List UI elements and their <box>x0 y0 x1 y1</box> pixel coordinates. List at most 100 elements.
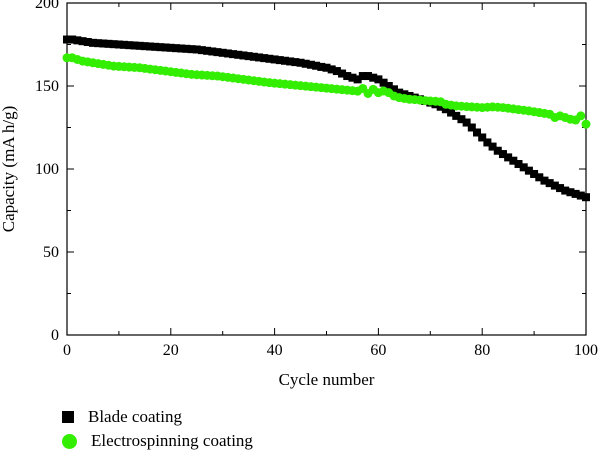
y-tick-label: 0 <box>51 327 59 344</box>
data-point-blade <box>187 45 196 54</box>
data-point-blade <box>540 176 549 185</box>
data-point-blade <box>530 169 539 178</box>
data-point-blade <box>234 50 243 59</box>
data-point-blade <box>473 128 482 137</box>
data-point-blade <box>244 52 253 61</box>
x-tick-label: 40 <box>267 342 283 359</box>
data-point-blade <box>317 62 326 71</box>
data-point-blade <box>94 39 103 48</box>
data-point-blade <box>478 133 487 142</box>
data-point-blade <box>566 188 575 197</box>
data-point-blade <box>488 142 497 151</box>
data-point-blade <box>379 78 388 87</box>
data-point-blade <box>286 57 295 66</box>
data-point-blade <box>83 38 92 47</box>
data-point-blade <box>353 75 362 84</box>
data-point-blade <box>509 156 518 165</box>
y-tick-label: 100 <box>35 161 59 178</box>
data-point-blade <box>332 67 341 76</box>
y-axis-title: Capacity (mA h/g) <box>0 106 18 233</box>
data-point-blade <box>338 69 347 78</box>
data-point-blade <box>561 186 570 195</box>
data-point-blade <box>171 44 180 53</box>
data-point-blade <box>504 153 513 162</box>
data-point-blade <box>130 41 139 50</box>
data-point-blade <box>140 42 149 51</box>
y-tick-label: 150 <box>35 78 59 95</box>
data-point-blade <box>306 60 315 69</box>
data-point-blade <box>104 39 113 48</box>
x-tick-label: 0 <box>63 342 71 359</box>
data-point-blade <box>576 191 585 200</box>
data-point-blade <box>358 72 367 81</box>
data-point-blade <box>441 105 450 114</box>
data-point-blade <box>291 58 300 67</box>
data-point-blade <box>364 72 373 81</box>
data-point-blade <box>498 150 507 159</box>
data-point-blade <box>213 48 222 57</box>
data-point-blade <box>265 54 274 63</box>
data-point-blade <box>68 35 77 44</box>
x-tick-label: 80 <box>474 342 490 359</box>
data-point-blade <box>556 184 565 193</box>
legend-swatch-blade <box>62 411 74 423</box>
data-point-blade <box>197 46 206 55</box>
data-point-blade <box>457 115 466 124</box>
data-point-blade <box>146 42 155 51</box>
x-axis-title: Cycle number <box>279 370 375 389</box>
data-point-blade <box>519 163 528 172</box>
data-point-electrospinning <box>576 111 586 121</box>
data-point-blade <box>514 160 523 169</box>
data-point-blade <box>348 73 357 82</box>
data-point-blade <box>203 46 212 55</box>
data-point-blade <box>223 49 232 58</box>
data-point-electrospinning <box>581 119 591 129</box>
data-point-blade <box>151 42 160 51</box>
data-point-blade <box>395 88 404 97</box>
y-tick-label: 200 <box>35 0 59 12</box>
data-point-blade <box>182 44 191 53</box>
data-point-blade <box>462 118 471 127</box>
data-point-blade <box>571 189 580 198</box>
plot-frame <box>66 2 587 336</box>
data-point-blade <box>493 146 502 155</box>
data-point-blade <box>582 193 590 202</box>
data-point-blade <box>452 111 461 120</box>
data-point-blade <box>327 65 336 74</box>
legend-item-electrospinning: Electrospinning coating <box>62 429 253 453</box>
legend-label-electrospinning: Electrospinning coating <box>91 431 253 450</box>
x-tick-label: 60 <box>370 342 386 359</box>
data-point-blade <box>208 47 217 56</box>
data-point-blade <box>78 37 87 46</box>
data-point-blade <box>312 61 321 70</box>
data-point-blade <box>166 43 175 52</box>
x-tick-label: 20 <box>163 342 179 359</box>
legend-item-blade: Blade coating <box>62 405 253 429</box>
data-point-blade <box>114 40 123 49</box>
data-point-blade <box>296 58 305 67</box>
data-point-blade <box>260 54 269 63</box>
data-point-blade <box>218 48 227 57</box>
legend: Blade coating Electrospinning coating <box>62 405 253 453</box>
legend-label-blade: Blade coating <box>88 407 182 426</box>
data-point-blade <box>374 75 383 84</box>
data-point-blade <box>447 108 456 117</box>
data-point-blade <box>99 39 108 48</box>
y-tick-label: 50 <box>43 244 59 261</box>
data-point-blade <box>535 173 544 182</box>
data-point-blade <box>249 52 258 61</box>
data-point-blade <box>343 72 352 81</box>
data-point-blade <box>177 44 186 53</box>
data-point-blade <box>135 41 144 50</box>
data-point-blade <box>270 55 279 64</box>
data-point-blade <box>192 45 201 54</box>
data-point-blade <box>255 53 264 62</box>
data-point-blade <box>369 73 378 82</box>
data-point-blade <box>275 56 284 65</box>
data-point-blade <box>88 38 97 47</box>
legend-swatch-electrospinning <box>62 433 77 449</box>
data-point-blade <box>109 40 118 49</box>
x-tick-label: 100 <box>574 342 598 359</box>
data-point-blade <box>545 179 554 188</box>
data-point-blade <box>550 181 559 190</box>
